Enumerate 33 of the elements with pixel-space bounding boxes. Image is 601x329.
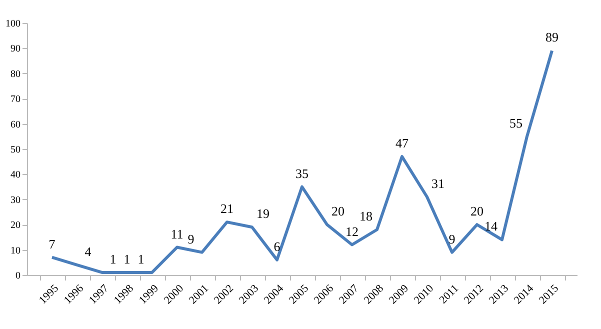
data-label: 6 [274, 238, 281, 254]
data-label: 35 [296, 166, 308, 181]
y-tick-label: 70 [10, 94, 20, 106]
y-tick-label: 50 [10, 144, 20, 156]
data-label: 1 [110, 251, 116, 266]
data-label: 31 [432, 176, 444, 191]
data-label: 1 [138, 251, 144, 266]
data-label: 9 [188, 231, 194, 246]
line-series [50, 49, 554, 274]
data-label: 11 [170, 226, 184, 242]
y-tick-label: 90 [10, 44, 20, 55]
y-tick-label: 60 [10, 119, 20, 130]
data-label: 20 [332, 204, 344, 219]
y-tick-label: 0 [16, 270, 20, 282]
y-tick-label: 30 [10, 194, 20, 206]
data-label: 12 [346, 224, 358, 239]
data-label: 18 [360, 208, 372, 224]
y-tick-label: 20 [10, 220, 20, 232]
y-tick-label: 40 [10, 170, 20, 181]
y-tick-label: 100 [6, 18, 20, 30]
y-tick-label: 10 [10, 245, 20, 256]
data-label: 89 [546, 30, 558, 45]
data-label: 7 [48, 236, 56, 252]
y-tick-label: 80 [10, 68, 20, 80]
data-label: 19 [256, 206, 270, 222]
data-label: 55 [510, 115, 522, 130]
data-label: 9 [448, 231, 456, 246]
data-label: 4 [84, 244, 92, 259]
data-label: 14 [484, 218, 498, 234]
data-label: 47 [396, 136, 409, 151]
data-label: 20 [470, 204, 484, 219]
data-label: 1 [124, 251, 130, 266]
data-label: 21 [220, 201, 234, 216]
